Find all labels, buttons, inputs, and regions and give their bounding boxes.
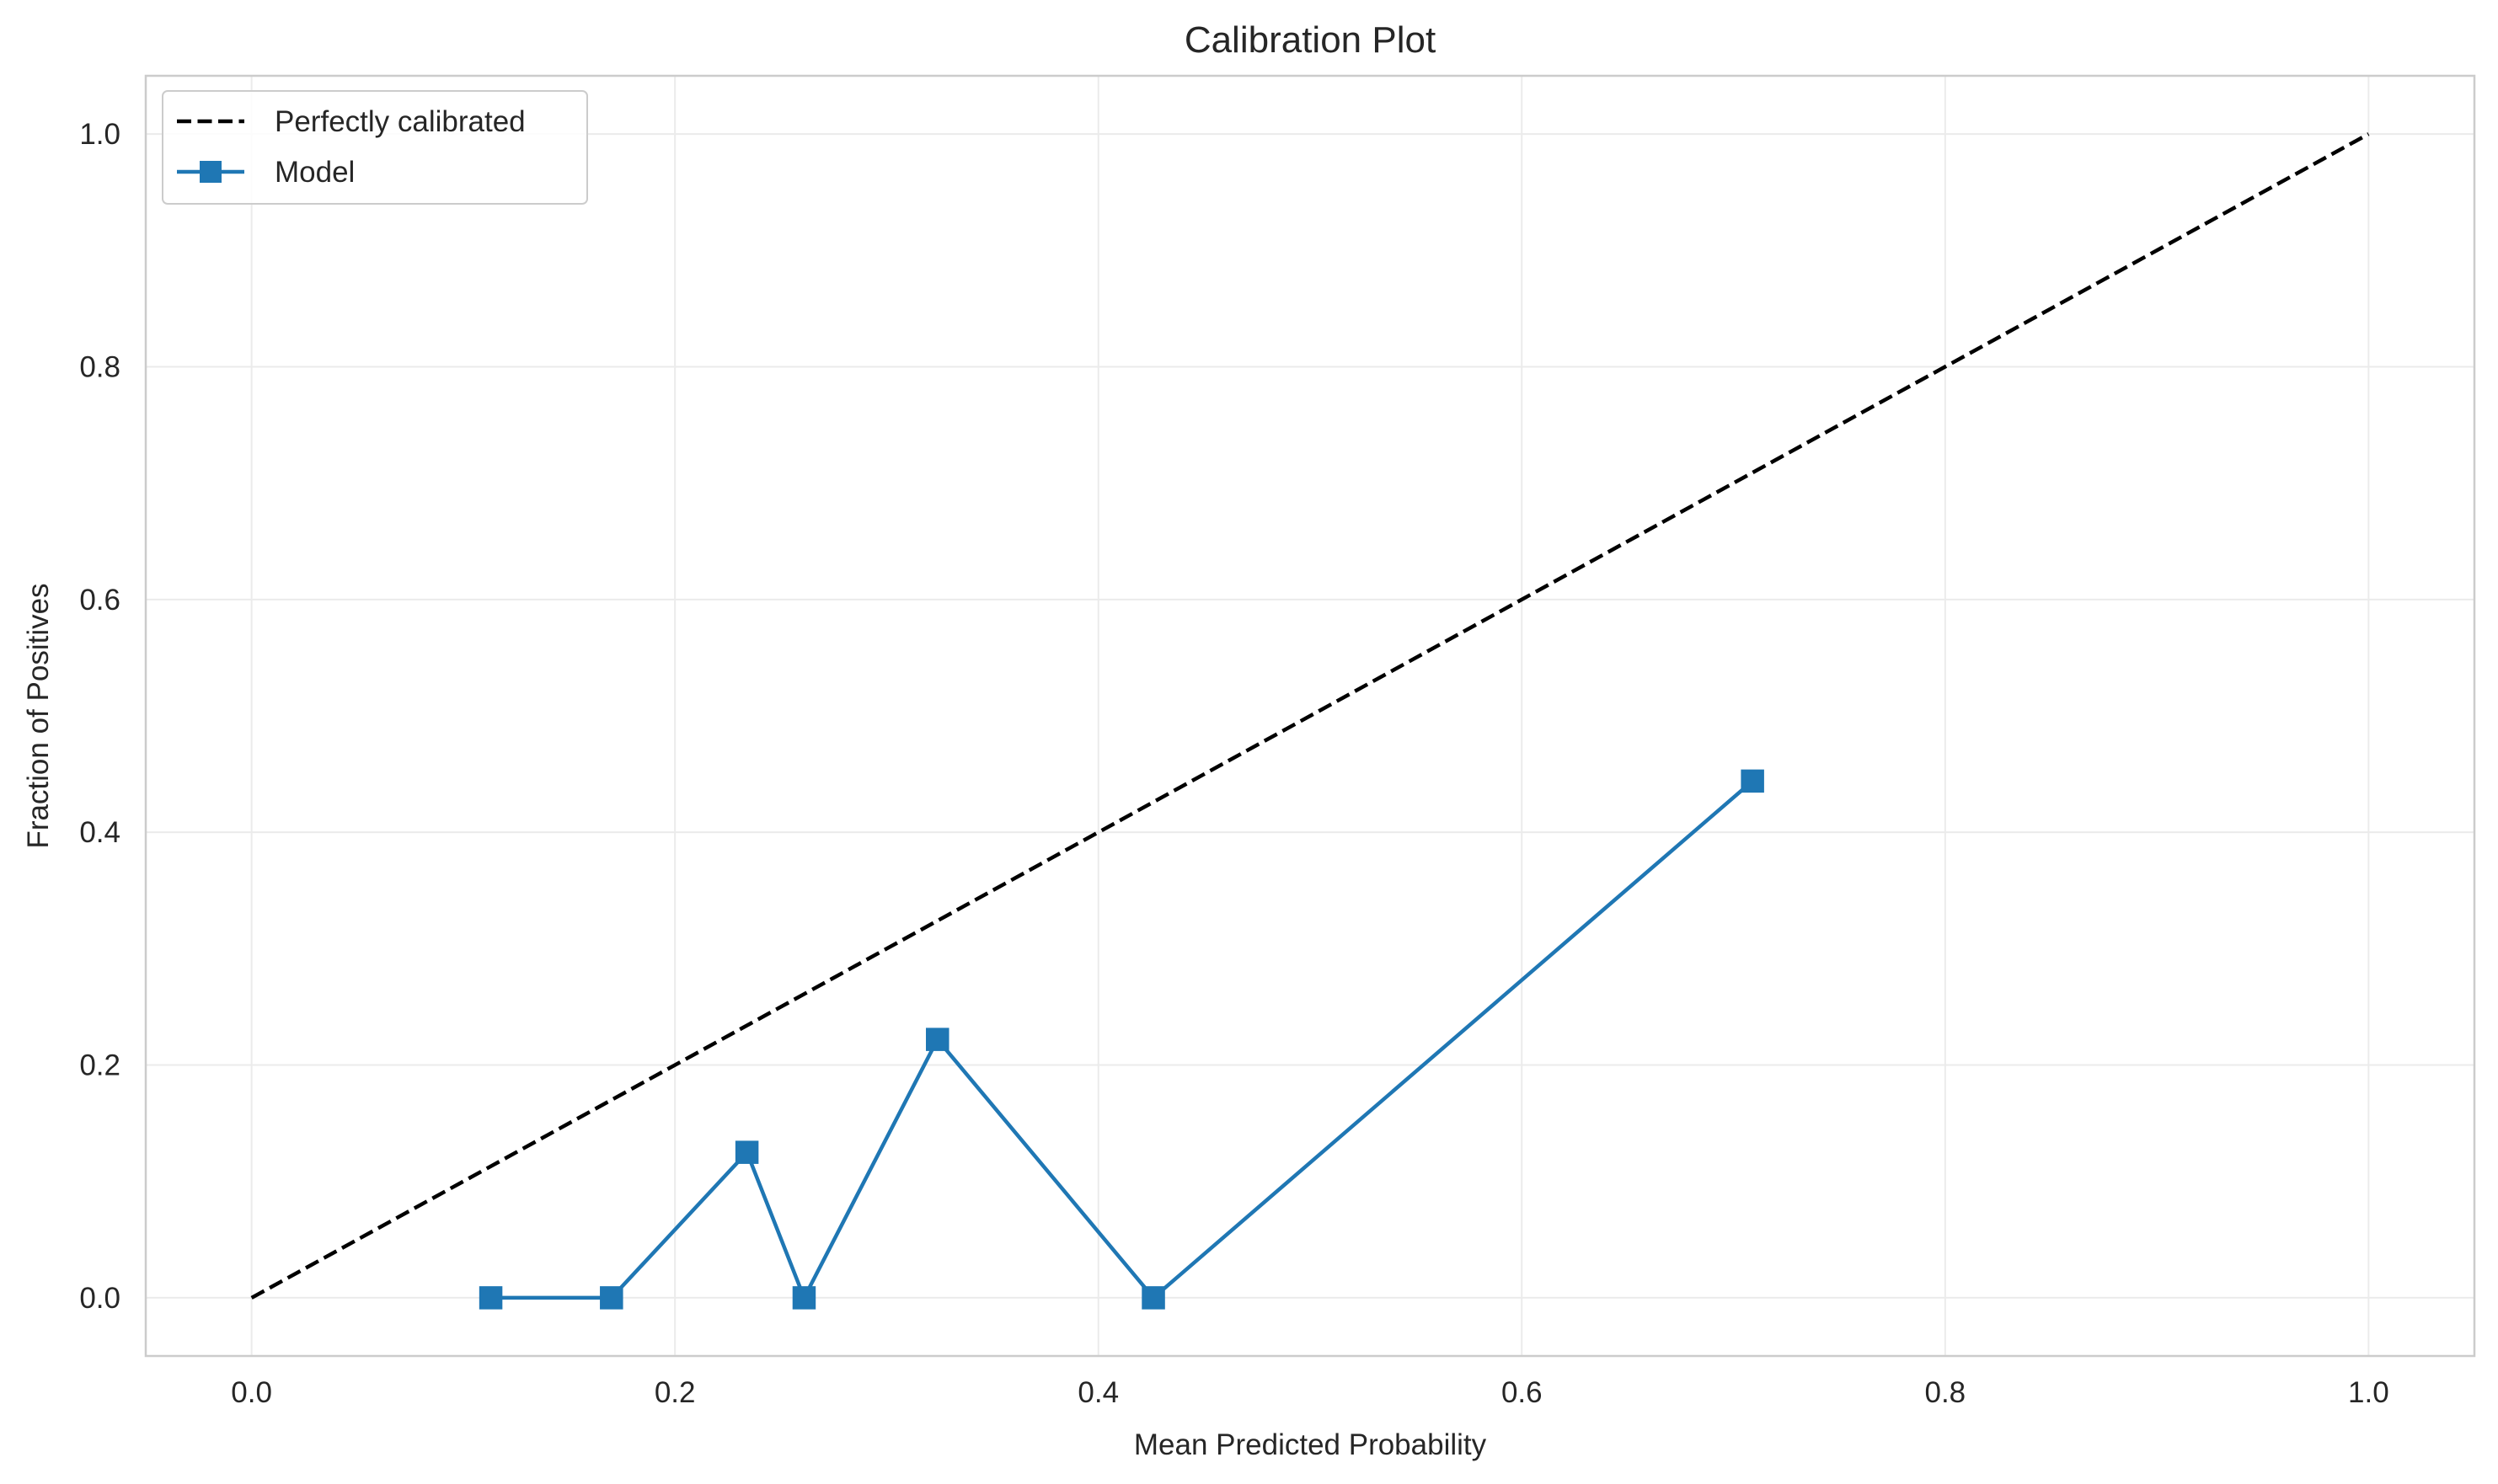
y-tick-label: 0.8 xyxy=(79,350,120,383)
x-tick-label: 1.0 xyxy=(2348,1376,2389,1409)
legend-label-model: Model xyxy=(275,156,355,189)
model-data-point xyxy=(1142,1286,1165,1310)
legend-label-perfectly-calibrated: Perfectly calibrated xyxy=(275,105,526,138)
x-tick-label: 0.8 xyxy=(1924,1376,1966,1409)
series-layer xyxy=(250,132,2370,1310)
y-tick-label: 0.6 xyxy=(79,584,120,617)
legend-marker-model xyxy=(200,161,222,183)
plot-area-frame xyxy=(144,74,2476,1358)
model-data-point xyxy=(735,1140,759,1164)
y-axis-label: Fraction of Positives xyxy=(22,583,55,848)
model-data-point xyxy=(479,1286,503,1310)
chart-title: Calibration Plot xyxy=(1185,19,1436,61)
model-data-point xyxy=(1741,769,1764,793)
x-tick-label: 0.4 xyxy=(1078,1376,1119,1409)
legend: Perfectly calibrated Model xyxy=(162,90,588,205)
y-tick-label: 0.2 xyxy=(79,1049,120,1082)
model-data-point xyxy=(600,1286,623,1310)
x-tick-label: 0.2 xyxy=(655,1376,696,1409)
x-tick-label: 0.6 xyxy=(1501,1376,1543,1409)
series-line-perfectly-calibrated xyxy=(250,132,2370,1300)
model-data-point xyxy=(926,1028,949,1051)
legend-box xyxy=(162,90,588,205)
y-tick-label: 0.4 xyxy=(79,816,120,849)
y-tick-label: 1.0 xyxy=(79,118,120,151)
model-data-point xyxy=(792,1286,816,1310)
tick-labels: 0.0 0.2 0.4 0.6 0.8 1.0 0.0 0.2 0.4 0.6 0.8 1.0 xyxy=(79,118,2388,1409)
y-tick-label: 0.0 xyxy=(79,1282,120,1315)
x-axis-label: Mean Predicted Probability xyxy=(1134,1428,1487,1461)
x-tick-label: 0.0 xyxy=(231,1376,272,1409)
